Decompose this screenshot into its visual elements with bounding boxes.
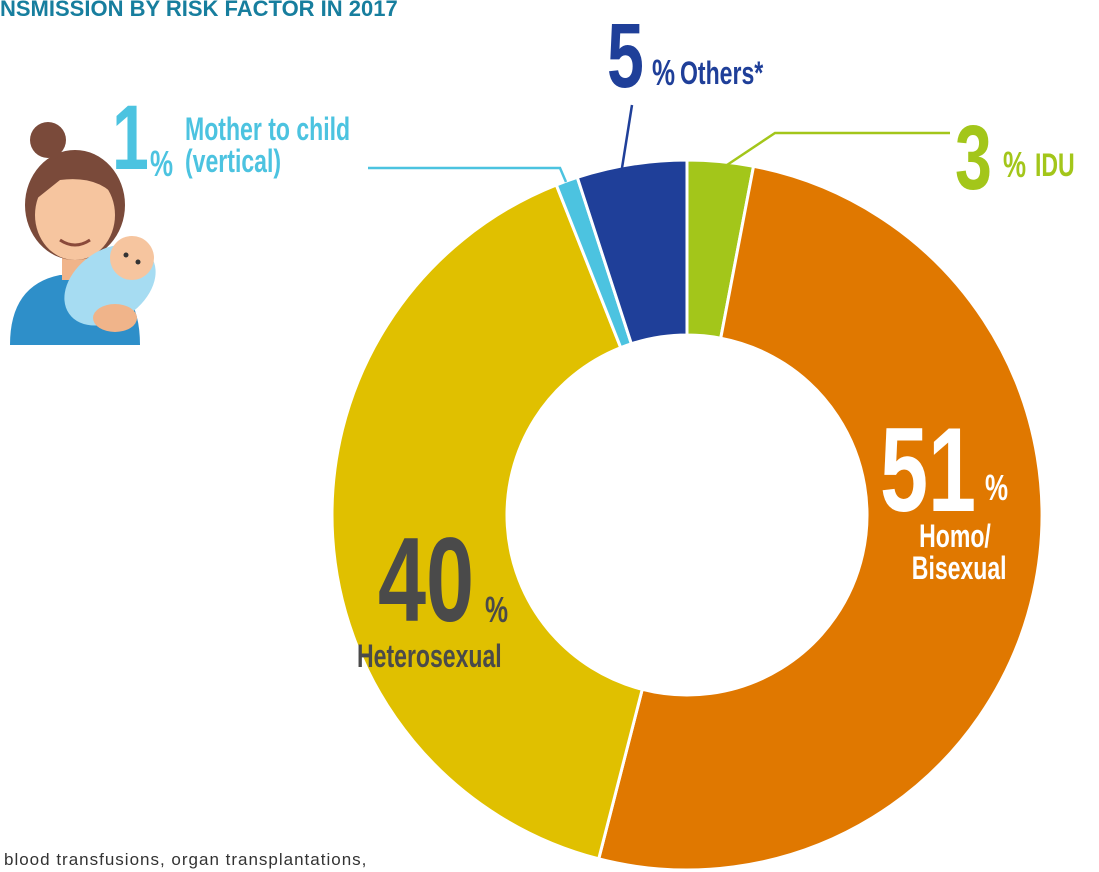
value-label: 5: [607, 5, 644, 107]
value-label: 1: [112, 87, 149, 189]
value-label: 51: [880, 403, 977, 537]
leader-line: [726, 131, 950, 167]
category-label: Homo/ Bisexual: [911, 518, 1007, 586]
category-label: Mother to child (vertical): [185, 111, 351, 179]
chart-title: NSMISSION BY RISK FACTOR IN 2017: [0, 0, 398, 21]
unit-label: %: [150, 143, 174, 184]
leader-line: [620, 104, 634, 169]
footnote: blood transfusions, organ transplantatio…: [4, 850, 368, 869]
value-label: 40: [378, 513, 475, 647]
unit-label: %: [1003, 144, 1027, 185]
value-label: 3: [955, 107, 992, 209]
donut-segment: [330, 182, 645, 861]
category-label: Heterosexual: [357, 638, 502, 674]
mother-icon: [10, 122, 156, 345]
unit-label: %: [985, 467, 1009, 508]
unit-label: %: [652, 52, 676, 93]
unit-label: %: [485, 589, 509, 630]
leader-line: [368, 166, 568, 183]
donut-segment: [575, 158, 689, 346]
category-label: Others*: [680, 55, 764, 91]
category-label: IDU: [1035, 147, 1075, 183]
donut-segment: [596, 164, 1044, 872]
